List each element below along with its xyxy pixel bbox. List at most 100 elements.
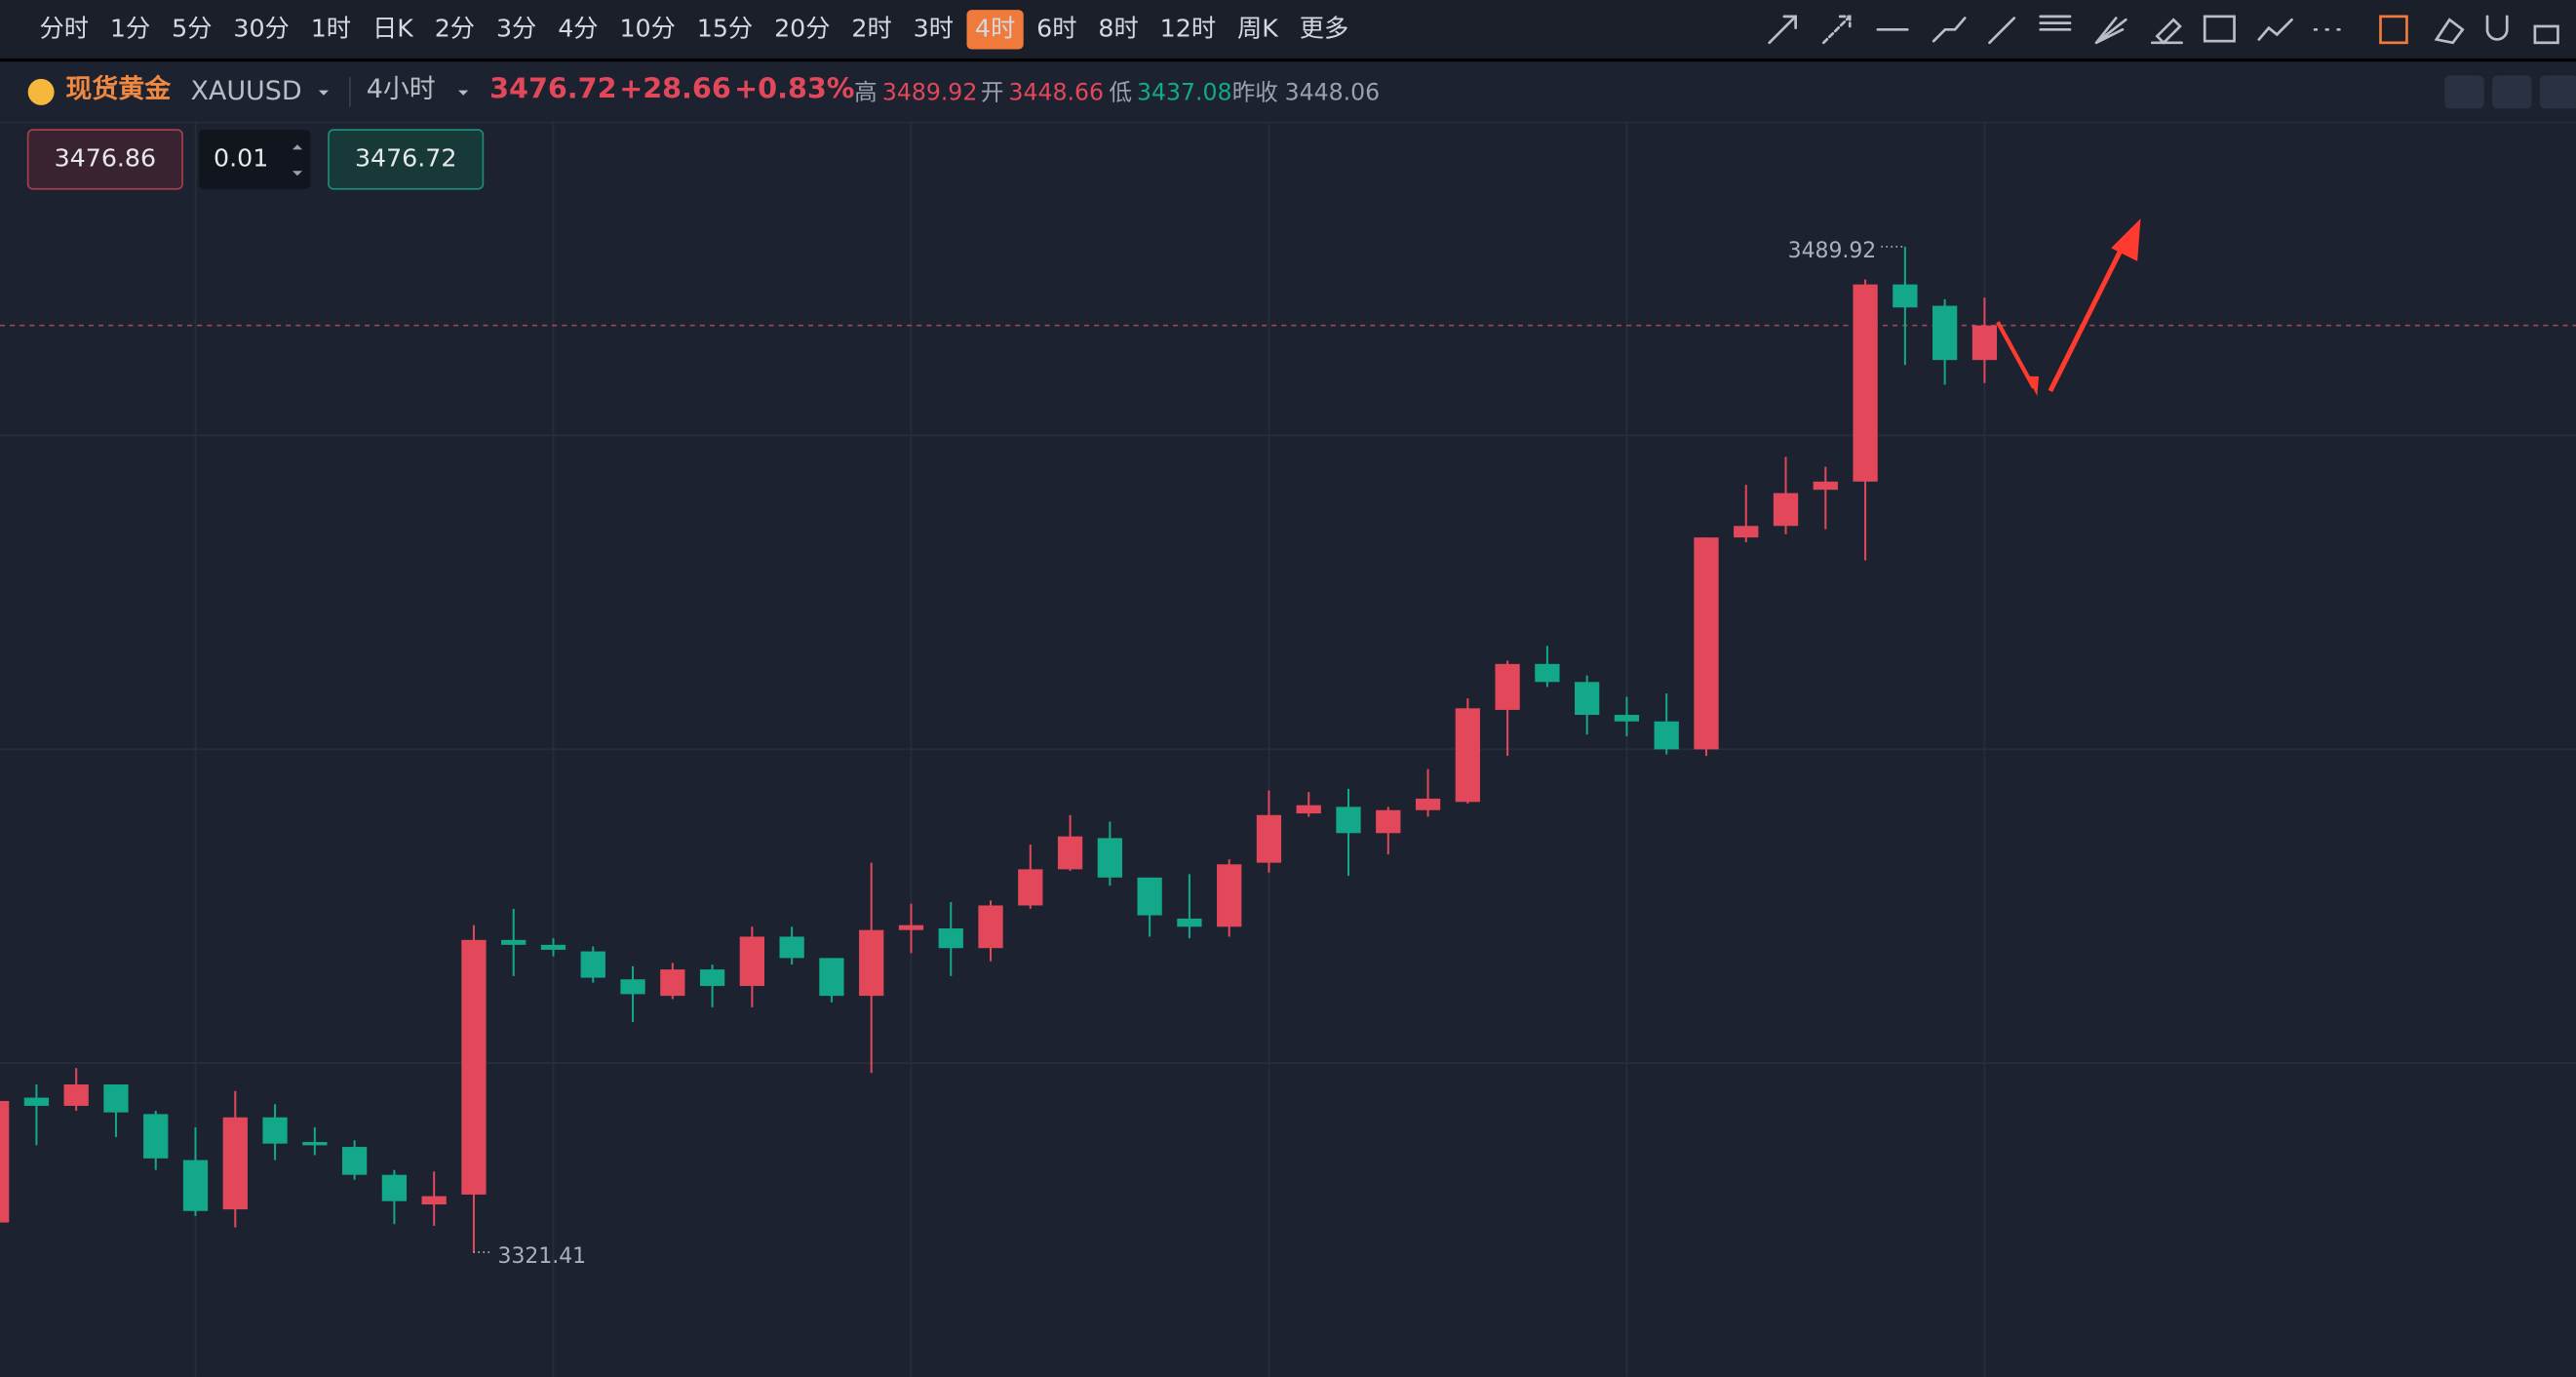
stat-label: 低 (1109, 79, 1132, 106)
stat-label: 开 (981, 79, 1004, 106)
tool-lock[interactable] (2533, 24, 2559, 45)
tool-image[interactable] (2203, 15, 2236, 43)
tool-polyline[interactable] (1932, 17, 1967, 43)
stat-value: 3437.08 (1137, 79, 1232, 106)
period[interactable]: 5分 (172, 14, 212, 42)
candle-body (819, 958, 844, 997)
period[interactable]: 6时 (1036, 14, 1076, 42)
last-price: 3476.72 (489, 72, 616, 105)
candle-body (1495, 663, 1520, 710)
tool-magnet[interactable] (2485, 15, 2509, 41)
period-bar: 分时 1分 5分 30分 1时 日K 2分 3分 4分 10分 15分 20分 2时 3时 4时 6时 8时 12… (39, 10, 1349, 50)
candle-body (182, 1160, 209, 1211)
sell-button[interactable] (26, 129, 183, 190)
candle-body (262, 1117, 288, 1144)
period[interactable]: 30分 (233, 14, 289, 42)
symbol-name: 现货黄金 (65, 73, 172, 104)
arrow-head (2111, 218, 2141, 261)
candle-body (1535, 663, 1560, 683)
period[interactable]: 更多 (1300, 14, 1349, 42)
lots-input[interactable] (198, 130, 311, 189)
candle-body (461, 939, 487, 1195)
tool-ray[interactable] (1821, 15, 1852, 45)
buy-price[interactable]: 3476.72 (355, 143, 456, 172)
period[interactable]: 日K (372, 14, 414, 42)
caret (318, 90, 329, 96)
candle-body (1575, 682, 1600, 716)
symbol-icon (27, 78, 55, 105)
tool-segment[interactable] (1988, 17, 2016, 45)
period[interactable]: 2分 (435, 14, 475, 42)
period[interactable]: 周K (1237, 14, 1279, 42)
candle-body (1971, 325, 1998, 361)
candle-body (1415, 798, 1441, 810)
period[interactable]: 15分 (697, 14, 753, 42)
lots[interactable]: 0.01 (214, 143, 268, 172)
candle-body (1217, 864, 1242, 927)
period[interactable]: 4分 (558, 14, 598, 42)
candle-body (699, 969, 725, 987)
period[interactable]: 4时 (975, 14, 1015, 42)
stat-value: 3448.06 (1285, 79, 1381, 106)
candle-body (540, 944, 566, 950)
tool-indicator[interactable] (2257, 18, 2293, 41)
candle-body (978, 905, 1003, 949)
candle-body (1455, 708, 1480, 803)
low-marker: 3321.41 (498, 1244, 587, 1269)
candle-body (1734, 526, 1759, 538)
candle-body (63, 1084, 89, 1106)
candle-body (501, 939, 527, 945)
tool-pen[interactable] (2150, 18, 2183, 45)
period-selected (966, 10, 1024, 50)
candle-body (302, 1142, 328, 1146)
drawing-tools[interactable] (1768, 15, 2559, 45)
candle-body (1773, 492, 1799, 527)
candle-body (660, 969, 685, 997)
caret (458, 90, 469, 96)
candle-body (222, 1117, 248, 1210)
drawn-arrows (1996, 218, 2141, 397)
buy-button[interactable] (328, 129, 485, 190)
order-panel: 3476.86 0.01 3476.72 (26, 129, 485, 190)
toolbar-bg (0, 0, 2576, 59)
candle-body (779, 936, 804, 959)
period[interactable]: 20分 (774, 14, 830, 42)
high-marker: 3489.92 (1788, 239, 1877, 263)
period[interactable]: 分时 (39, 14, 89, 42)
candle-body (1694, 537, 1719, 750)
candle-body (23, 1097, 50, 1106)
period[interactable]: 1分 (110, 14, 150, 42)
candle-body (341, 1147, 368, 1175)
tool-fan[interactable] (2094, 17, 2127, 45)
period[interactable]: 12时 (1160, 14, 1216, 42)
interval[interactable]: 4小时 (367, 74, 436, 104)
tool-arrow[interactable] (1768, 15, 1797, 45)
period[interactable]: 3分 (496, 14, 536, 42)
btn-draw[interactable] (2492, 75, 2532, 109)
candle-body (381, 1174, 408, 1201)
candle-body (1853, 284, 1878, 482)
tool-eraser[interactable] (2434, 18, 2465, 45)
arrow-up (2048, 245, 2126, 393)
tool-fib[interactable] (2039, 15, 2072, 31)
period[interactable]: 1时 (311, 14, 351, 42)
period[interactable]: 3时 (914, 14, 954, 42)
candle-body (1376, 809, 1401, 834)
candle-body (938, 928, 963, 949)
tool-draw-mode[interactable] (2379, 15, 2408, 45)
candle-body (0, 1100, 10, 1223)
period[interactable]: 10分 (619, 14, 675, 42)
period[interactable]: 8时 (1098, 14, 1138, 42)
period[interactable]: 2时 (851, 14, 891, 42)
stat-label: 昨收 (1232, 79, 1278, 106)
sell-price[interactable]: 3476.86 (55, 143, 156, 172)
btn-settings[interactable] (2539, 75, 2576, 109)
candle-body (421, 1196, 447, 1205)
candle-body (739, 936, 765, 987)
btn-indicator[interactable] (2444, 75, 2484, 109)
candle-body (1296, 805, 1321, 814)
stat-value: 3448.66 (1009, 79, 1105, 106)
symbol-code[interactable]: XAUUSD (190, 76, 301, 106)
stat-value: 3489.92 (882, 79, 978, 106)
